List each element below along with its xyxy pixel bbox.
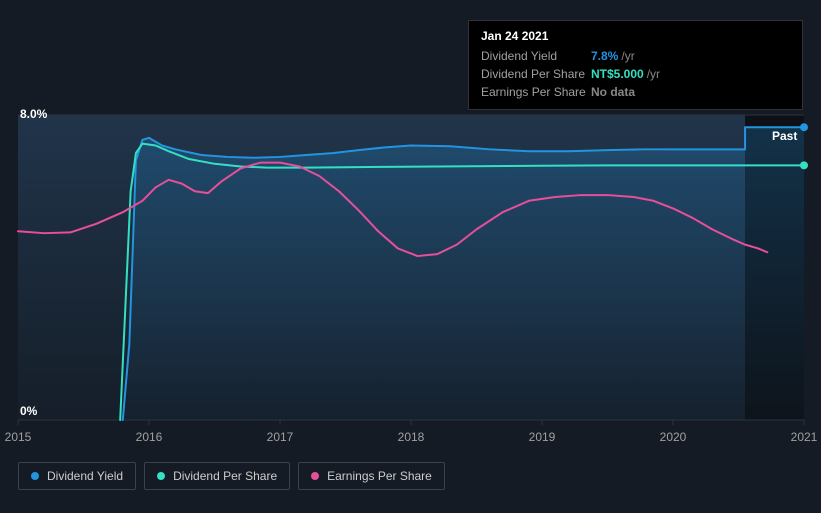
- x-axis-label: 2015: [5, 430, 32, 444]
- legend-label: Dividend Per Share: [173, 469, 277, 483]
- legend-item-dividend-per-share[interactable]: Dividend Per Share: [144, 462, 290, 490]
- y-axis-max-label: 8.0%: [20, 107, 47, 121]
- legend-item-earnings-per-share[interactable]: Earnings Per Share: [298, 462, 445, 490]
- legend-dot-icon: [157, 472, 165, 480]
- y-axis-min-label: 0%: [20, 404, 37, 418]
- past-label: Past: [772, 129, 797, 143]
- legend-dot-icon: [31, 472, 39, 480]
- tooltip-row-value: 7.8%/yr: [591, 47, 635, 65]
- tooltip-row-value: No data: [591, 83, 635, 101]
- x-axis-label: 2020: [660, 430, 687, 444]
- legend-label: Earnings Per Share: [327, 469, 432, 483]
- x-axis-label: 2017: [267, 430, 294, 444]
- x-axis-label: 2021: [791, 430, 818, 444]
- legend-dot-icon: [311, 472, 319, 480]
- tooltip-row-label: Earnings Per Share: [481, 83, 591, 101]
- chart-legend: Dividend Yield Dividend Per Share Earnings…: [18, 462, 445, 490]
- x-axis-label: 2016: [136, 430, 163, 444]
- x-axis-label: 2018: [398, 430, 425, 444]
- tooltip-row: Dividend Yield7.8%/yr: [481, 47, 790, 65]
- tooltip-row-label: Dividend Per Share: [481, 65, 591, 83]
- chart-tooltip: Jan 24 2021 Dividend Yield7.8%/yrDividen…: [468, 20, 803, 110]
- legend-label: Dividend Yield: [47, 469, 123, 483]
- legend-item-dividend-yield[interactable]: Dividend Yield: [18, 462, 136, 490]
- x-axis-label: 2019: [529, 430, 556, 444]
- tooltip-row: Dividend Per ShareNT$5.000/yr: [481, 65, 790, 83]
- tooltip-row-value: NT$5.000/yr: [591, 65, 660, 83]
- tooltip-date: Jan 24 2021: [481, 29, 790, 43]
- tooltip-row: Earnings Per ShareNo data: [481, 83, 790, 101]
- tooltip-row-label: Dividend Yield: [481, 47, 591, 65]
